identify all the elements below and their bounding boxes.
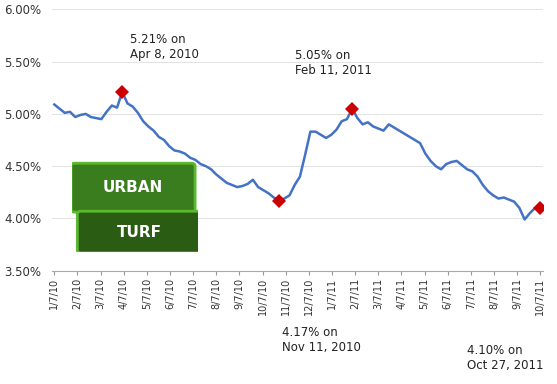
Text: 4.17% on
Nov 11, 2010: 4.17% on Nov 11, 2010	[282, 326, 360, 354]
Text: 5.21% on
Apr 8, 2010: 5.21% on Apr 8, 2010	[130, 33, 199, 61]
Text: 4.10% on
Oct 27, 2011: 4.10% on Oct 27, 2011	[467, 344, 544, 372]
Text: 5.05% on
Feb 11, 2011: 5.05% on Feb 11, 2011	[295, 49, 372, 77]
